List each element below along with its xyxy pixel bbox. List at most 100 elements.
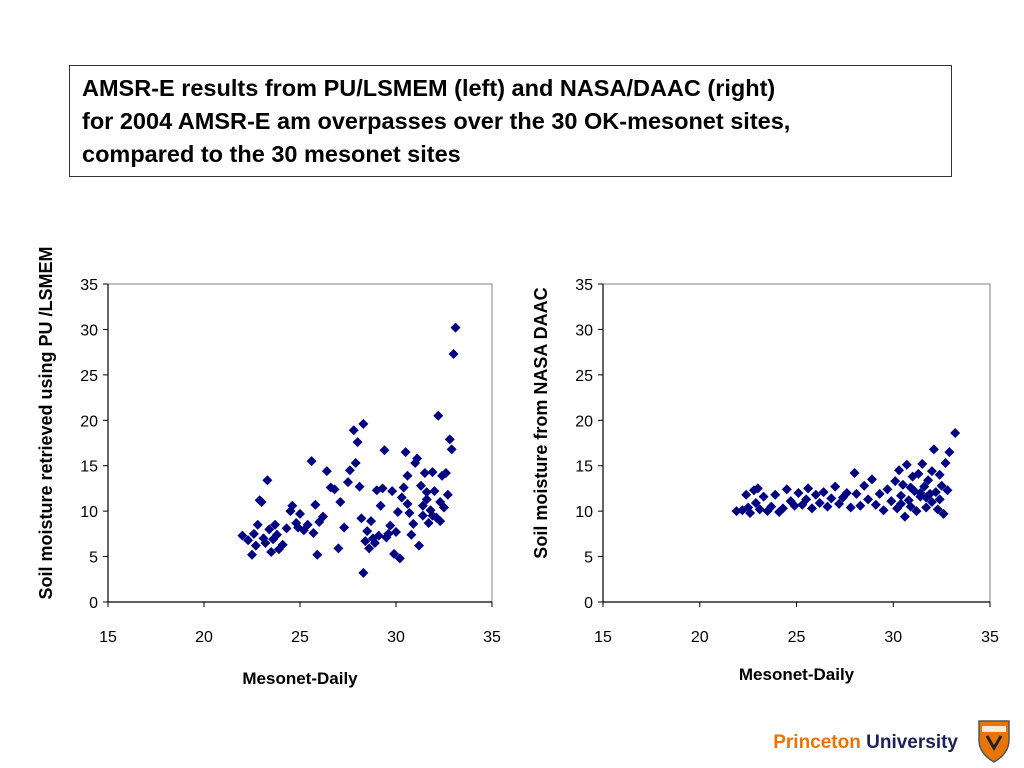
chart2-data-point xyxy=(870,499,881,510)
chart2-data-point xyxy=(818,487,829,498)
chart1-data-point xyxy=(444,434,455,445)
chart1-y-tick-label: 10 xyxy=(80,504,98,521)
chart1-data-point xyxy=(385,520,396,531)
chart2-data-point xyxy=(930,487,941,498)
chart1-data-point xyxy=(427,467,438,478)
chart2-data-point xyxy=(926,497,937,508)
chart1-data-point xyxy=(252,519,263,530)
footer-brand: Princeton University xyxy=(773,732,958,754)
chart2-data-point xyxy=(921,502,932,513)
chart1-data-point xyxy=(421,487,432,498)
chart1-data-point xyxy=(392,507,403,518)
title-line-1: AMSR-E results from PU/LSMEM (left) and … xyxy=(82,75,776,101)
chart2-data-point xyxy=(950,428,961,439)
chart2-data-point xyxy=(806,503,817,514)
chart2-y-tick-label: 5 xyxy=(584,550,593,567)
chart2-data-point xyxy=(859,480,870,491)
chart2-data-point xyxy=(886,496,897,507)
chart1-data-point xyxy=(243,535,254,546)
chart2-data-point xyxy=(789,500,800,511)
chart2-data-point xyxy=(745,507,756,518)
chart1-data-point xyxy=(277,539,288,550)
chart1-data-point xyxy=(415,480,426,491)
chart1-data-point xyxy=(417,500,428,511)
chart2-x-tick-label: 35 xyxy=(981,629,999,646)
chart1-x-tick-label: 30 xyxy=(387,629,405,646)
chart2-data-point xyxy=(834,498,845,509)
chart2-data-point xyxy=(921,492,932,503)
chart2-data-point xyxy=(932,504,943,515)
chart1-data-point xyxy=(250,540,261,551)
chart2-data-point xyxy=(814,497,825,508)
chart1-data-point xyxy=(306,456,317,467)
chart2-data-point xyxy=(866,474,877,485)
chart2-data-point xyxy=(915,487,926,498)
chart1-data-point xyxy=(295,508,305,519)
title-line-3: compared to the 30 mesonet sites xyxy=(82,141,461,167)
slide-title: AMSR-E results from PU/LSMEM (left) and … xyxy=(82,72,939,171)
chart1-data-point xyxy=(364,543,375,554)
chart1-data-point xyxy=(379,445,390,456)
chart2-data-point xyxy=(890,476,901,487)
chart1-data-point xyxy=(396,492,407,503)
princeton-shield-icon xyxy=(978,720,1010,763)
chart2-data-point xyxy=(752,483,763,494)
chart1-data-point xyxy=(266,547,277,558)
chart2-data-point xyxy=(926,466,937,477)
chart2-data-point xyxy=(741,489,752,500)
chart1-data-point xyxy=(350,457,361,468)
chart1-y-tick-label: 30 xyxy=(80,322,98,339)
chart1-data-point xyxy=(402,470,413,481)
chart2-data-point xyxy=(905,482,916,493)
chart1-data-point xyxy=(435,497,446,508)
chart2-data-point xyxy=(938,508,949,519)
chart2-data-point xyxy=(851,488,862,499)
chart1-y-tick-label: 0 xyxy=(89,595,98,612)
chart1-data-point xyxy=(358,567,369,578)
chart2-data-point xyxy=(928,444,939,455)
chart1-data-point xyxy=(270,519,281,530)
chart1-data-point xyxy=(429,486,440,497)
chart1-data-point xyxy=(391,527,401,538)
chart1-data-point xyxy=(394,553,405,564)
chart2-data-point xyxy=(758,491,769,502)
chart1-y-tick-label: 25 xyxy=(80,368,98,385)
chart1-data-point xyxy=(308,527,319,538)
chart2-data-point xyxy=(917,458,928,469)
chart2-data-point xyxy=(874,488,885,499)
chart2-y-tick-label: 10 xyxy=(575,504,593,521)
chart2-data-point xyxy=(913,468,924,479)
chart1-data-point xyxy=(450,322,461,333)
chart1-data-point xyxy=(398,482,409,493)
chart1-data-point xyxy=(256,497,267,508)
chart1-data-point xyxy=(433,410,444,421)
chart1-data-point xyxy=(271,529,282,540)
chart1-y-tick-label: 5 xyxy=(89,550,98,567)
footer-word-princeton: Princeton xyxy=(773,732,861,753)
chart2-data-point xyxy=(754,504,765,515)
chart2-data-point xyxy=(882,484,893,495)
chart2-data-point xyxy=(911,506,922,517)
chart1-data-point xyxy=(402,498,413,509)
chart1-data-point xyxy=(348,425,359,436)
chart2-data-point xyxy=(841,487,852,498)
chart1-data-point xyxy=(419,467,430,478)
chart1-data-point xyxy=(446,444,457,455)
chart2-data-point xyxy=(863,494,874,505)
chart2-y-tick-label: 25 xyxy=(575,368,593,385)
chart2-x-tick-label: 30 xyxy=(884,629,902,646)
chart1-data-point xyxy=(360,536,371,547)
chart1-data-point xyxy=(404,507,415,518)
chart1-data-point xyxy=(302,519,313,530)
chart2-x-tick-label: 20 xyxy=(691,629,709,646)
chart2-data-point xyxy=(822,501,833,512)
chart1-x-tick-label: 25 xyxy=(291,629,309,646)
chart2-data-point xyxy=(801,494,812,505)
footer-word-university: University xyxy=(866,732,958,753)
chart2-data-point xyxy=(826,493,837,504)
chart1-data-point xyxy=(247,549,257,560)
chart1-data-point xyxy=(339,522,350,533)
chart2-x-tick-label: 15 xyxy=(594,629,612,646)
chart1-data-point xyxy=(448,348,459,359)
